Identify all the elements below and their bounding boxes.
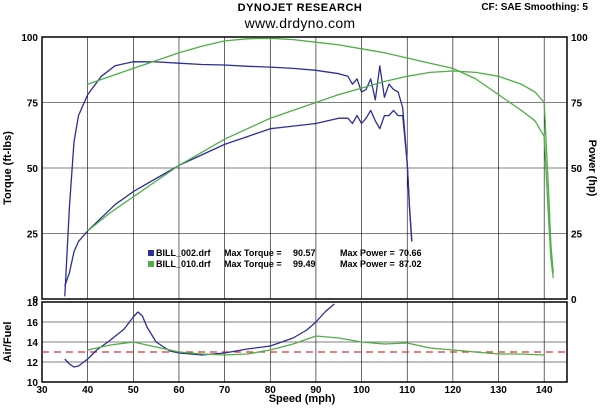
afr-run2-line (87, 335, 545, 356)
power-tick-label: 0 (571, 295, 577, 306)
torque-tick-labels: 0 25 50 75 100 (21, 33, 38, 306)
afr-tick-label: 12 (27, 358, 39, 369)
website-url: www.drdyno.com (244, 15, 356, 31)
run1-power-line (64, 109, 413, 287)
power-tick-label: 50 (571, 164, 583, 175)
power-tick-label: 100 (571, 33, 588, 44)
legend-torque-value-run2: 99.49 (293, 259, 316, 269)
legend-swatch-run1 (148, 250, 154, 256)
speed-tick-label: 40 (82, 385, 94, 396)
afr-tick-label: 16 (27, 318, 39, 329)
speed-tick-label: 130 (490, 385, 507, 396)
afr-tick-label: 14 (27, 338, 39, 349)
afr-axis-label: Air/Fuel (2, 322, 14, 363)
brand-title: DYNOJET RESEARCH (237, 2, 363, 14)
speed-tick-label: 50 (128, 385, 140, 396)
speed-tick-label: 70 (219, 385, 231, 396)
speed-tick-label: 30 (36, 385, 48, 396)
afr-tick-label: 18 (27, 298, 39, 309)
torque-tick-label: 0 (32, 295, 38, 306)
run2-torque-line (87, 37, 554, 279)
afr-tick-labels: 10 12 14 16 18 (27, 298, 39, 389)
speed-tick-label: 100 (353, 385, 370, 396)
run1-torque-line (64, 61, 413, 297)
speed-axis-label: Speed (mph) (269, 393, 336, 405)
power-axis-label: Power (hp) (586, 140, 598, 197)
legend-file-run1: BILL_002.drf (156, 248, 212, 258)
legend-torque-label-run1: Max Torque = (224, 248, 282, 258)
speed-tick-label: 80 (265, 385, 277, 396)
legend-torque-value-run1: 90.57 (293, 248, 316, 258)
power-tick-label: 75 (571, 99, 583, 110)
legend-torque-label-run2: Max Torque = (224, 259, 282, 269)
legend-power-value-run2: 87.02 (399, 259, 422, 269)
legend: BILL_002.drf Max Torque = 90.57 Max Powe… (148, 248, 422, 269)
speed-tick-label: 120 (445, 385, 462, 396)
afr-tick-label: 10 (27, 378, 39, 389)
afr-series-lines (42, 303, 567, 368)
torque-tick-label: 50 (27, 164, 39, 175)
speed-tick-label: 60 (173, 385, 185, 396)
legend-power-label-run1: Max Power = (340, 248, 395, 258)
speed-tick-label: 110 (399, 385, 416, 396)
torque-axis-label: Torque (ft-lbs) (2, 131, 14, 205)
afr-run1-line (64, 303, 335, 368)
main-series-lines (64, 37, 554, 297)
legend-file-run2: BILL_010.drf (156, 259, 212, 269)
legend-power-label-run2: Max Power = (340, 259, 395, 269)
main-gridlines (42, 37, 567, 299)
torque-tick-label: 75 (27, 99, 39, 110)
power-tick-label: 25 (571, 230, 583, 241)
speed-tick-label: 140 (536, 385, 553, 396)
power-tick-labels: 0 25 50 75 100 (571, 33, 588, 306)
torque-tick-label: 100 (21, 33, 38, 44)
run2-power-line (87, 70, 554, 273)
legend-swatch-run2 (148, 261, 154, 267)
speed-tick-labels: 30 40 50 60 70 80 90 100 110 120 130 140 (36, 385, 553, 396)
correction-settings: CF: SAE Smoothing: 5 (481, 2, 588, 13)
legend-power-value-run1: 70.66 (399, 248, 422, 258)
torque-tick-label: 25 (27, 230, 39, 241)
speed-tick-label: 90 (310, 385, 322, 396)
